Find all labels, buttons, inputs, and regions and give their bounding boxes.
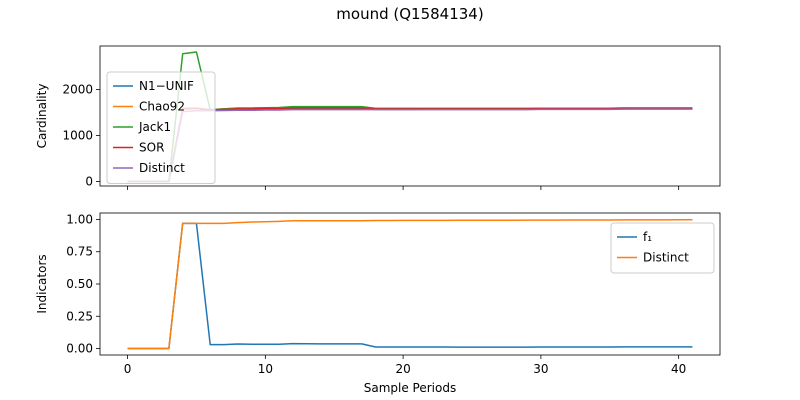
y-axis-label: Cardinality <box>35 84 49 149</box>
figure-title: mound (Q1584134) <box>336 5 483 23</box>
legend-label: Distinct <box>643 251 689 265</box>
y-tick-label: 1000 <box>62 129 93 143</box>
series-line-5 <box>127 108 693 183</box>
series-group <box>127 218 693 350</box>
x-tick-label: 10 <box>258 362 273 376</box>
x-axis-label: Sample Periods <box>364 381 456 395</box>
legend-box <box>610 222 715 274</box>
series-line-1 <box>127 222 693 350</box>
series-group <box>127 51 693 183</box>
legend-label: N1−UNIF <box>139 79 194 93</box>
legend: f₁ Distinct <box>610 222 715 274</box>
legend-box <box>106 71 216 184</box>
subplot-2: 0 10 20 30 40 0.00 0.25 0.50 0.75 1.00 Indicators S… <box>35 212 721 395</box>
y-tick-label: 0.00 <box>66 342 93 356</box>
y-tick-label: 0.25 <box>66 309 93 323</box>
legend-label: f₁ <box>643 230 652 244</box>
subplot-1: 0 1000 2000 Cardinality N1−UNIF Chao92 Jack1 SO… <box>35 45 721 190</box>
y-tick-label: 0 <box>85 174 93 188</box>
y-tick-label: 0.50 <box>66 277 93 291</box>
y-tick-label: 1.00 <box>66 212 93 226</box>
series-line-2 <box>127 218 693 350</box>
legend: N1−UNIF Chao92 Jack1 SOR Distinct <box>106 71 216 184</box>
legend-label: Chao92 <box>139 100 185 114</box>
plots: 0 1000 2000 Cardinality N1−UNIF Chao92 Jack1 SO… <box>35 45 721 395</box>
legend-label: Jack1 <box>138 120 171 134</box>
y-axis-label: Indicators <box>35 254 49 313</box>
x-tick-label: 20 <box>395 362 410 376</box>
y-tick-label: 0.75 <box>66 245 93 259</box>
axes-frame <box>99 45 721 187</box>
legend-label: SOR <box>139 141 164 155</box>
x-tick-label: 40 <box>671 362 686 376</box>
legend-label: Distinct <box>139 161 185 175</box>
x-tick-label: 30 <box>533 362 548 376</box>
y-tick-label: 2000 <box>62 83 93 97</box>
x-tick-label: 0 <box>124 362 132 376</box>
